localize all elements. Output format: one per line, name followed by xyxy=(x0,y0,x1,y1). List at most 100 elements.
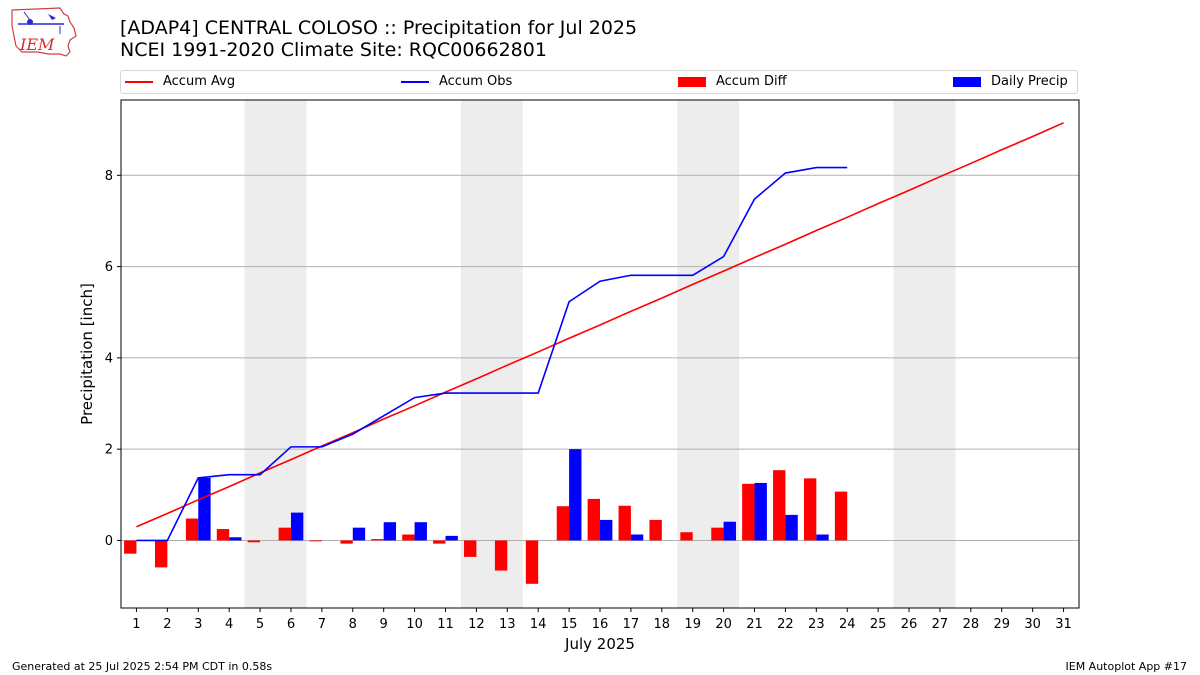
y-tick-label: 6 xyxy=(105,260,113,275)
accum-diff-bar xyxy=(124,540,137,554)
x-tick-label: 18 xyxy=(654,617,671,632)
generated-timestamp: Generated at 25 Jul 2025 2:54 PM CDT in … xyxy=(12,660,273,673)
x-tick-label: 1 xyxy=(132,617,140,632)
x-tick-label: 24 xyxy=(839,617,856,632)
daily-precip-bar xyxy=(198,477,211,541)
x-tick-label: 28 xyxy=(963,617,980,632)
x-tick-label: 2 xyxy=(163,617,171,632)
daily-precip-bar xyxy=(816,534,829,541)
accum-avg-line xyxy=(136,122,1064,528)
accum-diff-bar xyxy=(464,540,477,557)
daily-precip-bar xyxy=(445,535,458,541)
daily-precip-bar xyxy=(290,512,304,541)
x-tick-label: 29 xyxy=(993,617,1010,632)
daily-precip-bar xyxy=(383,522,397,541)
x-tick-label: 11 xyxy=(437,617,454,632)
x-tick-label: 9 xyxy=(380,617,388,632)
x-tick-label: 7 xyxy=(318,617,326,632)
y-tick-label: 0 xyxy=(105,534,113,549)
daily-precip-bar xyxy=(723,521,736,541)
x-tick-label: 5 xyxy=(256,617,264,632)
daily-precip-bar xyxy=(352,527,366,541)
x-tick-label: 19 xyxy=(684,617,701,632)
logo-text: IEM xyxy=(19,35,55,54)
x-tick-label: 31 xyxy=(1055,617,1072,632)
accum-diff-bar xyxy=(494,540,508,571)
legend-label-accum-avg: Accum Avg xyxy=(163,74,236,89)
legend-swatch-accum-avg xyxy=(125,80,153,83)
x-tick-label: 12 xyxy=(468,617,485,632)
accum-diff-bar xyxy=(834,491,848,541)
legend-label-daily-precip: Daily Precip xyxy=(991,74,1068,89)
y-tick-label: 8 xyxy=(105,169,113,184)
accum-diff-bar xyxy=(216,529,230,541)
legend-swatch-accum-obs xyxy=(401,80,429,83)
legend-item-accum-diff: Accum Diff xyxy=(678,73,787,91)
accum-diff-bar xyxy=(773,470,786,541)
title-line-2: NCEI 1991-2020 Climate Site: RQC00662801 xyxy=(120,39,547,61)
x-tick-label: 25 xyxy=(870,617,887,632)
weekend-band xyxy=(893,100,956,608)
accum-diff-bar xyxy=(247,540,261,543)
x-tick-label: 8 xyxy=(349,617,357,632)
daily-precip-bar xyxy=(754,482,767,541)
accum-diff-bar xyxy=(742,483,755,541)
accum-diff-bar xyxy=(402,534,415,541)
weekend-band xyxy=(460,100,523,608)
accum-diff-bar xyxy=(371,539,384,541)
daily-precip-bar xyxy=(600,519,613,541)
legend-item-accum-avg: Accum Avg xyxy=(125,73,235,91)
accum-diff-bar xyxy=(649,519,662,541)
x-tick-label: 30 xyxy=(1024,617,1041,632)
accum-diff-bar xyxy=(587,498,600,541)
legend-swatch-accum-diff xyxy=(678,76,706,87)
legend-label-accum-obs: Accum Obs xyxy=(439,74,513,89)
x-tick-label: 21 xyxy=(746,617,763,632)
accum-diff-bar xyxy=(154,540,168,568)
accum-diff-bar xyxy=(185,518,199,541)
accum-diff-bar xyxy=(278,527,291,541)
daily-precip-bar xyxy=(414,522,427,541)
app-label: IEM Autoplot App #17 xyxy=(1065,660,1188,673)
y-axis-label: Precipitation [inch] xyxy=(78,283,96,425)
accum-diff-bar xyxy=(618,505,631,541)
accum-diff-bar xyxy=(433,540,446,544)
accum-diff-bar xyxy=(680,532,693,541)
x-tick-label: 22 xyxy=(777,617,794,632)
x-tick-label: 16 xyxy=(592,617,609,632)
chart-legend: Accum Avg Accum Obs Accum Diff Daily Pre… xyxy=(120,70,1078,94)
y-tick-label: 2 xyxy=(105,443,113,458)
x-tick-label: 4 xyxy=(225,617,233,632)
legend-item-accum-obs: Accum Obs xyxy=(401,73,512,91)
accum-diff-bar xyxy=(711,527,724,541)
accum-diff-bar xyxy=(525,540,539,584)
x-tick-label: 20 xyxy=(715,617,732,632)
title-line-1: [ADAP4] CENTRAL COLOSO :: Precipitation … xyxy=(120,17,638,39)
daily-precip-bar xyxy=(630,534,644,541)
x-tick-label: 6 xyxy=(287,617,295,632)
legend-swatch-daily-precip xyxy=(953,76,981,87)
x-tick-label: 10 xyxy=(406,617,423,632)
accum-diff-bar xyxy=(556,506,570,541)
iem-logo-graphic: IEM xyxy=(11,7,77,57)
daily-precip-bar xyxy=(229,537,242,541)
daily-precip-bar xyxy=(569,449,582,541)
accum-diff-bar xyxy=(309,540,322,542)
daily-precip-bar xyxy=(785,514,798,541)
x-tick-label: 14 xyxy=(530,617,547,632)
x-tick-label: 26 xyxy=(901,617,918,632)
accum-diff-bar xyxy=(340,540,353,544)
chart-title: [ADAP4] CENTRAL COLOSO :: Precipitation … xyxy=(120,17,637,61)
x-tick-label: 17 xyxy=(623,617,640,632)
x-tick-label: 13 xyxy=(499,617,516,632)
x-tick-label: 3 xyxy=(194,617,202,632)
x-tick-label: 15 xyxy=(561,617,578,632)
iem-logo: IEM xyxy=(8,6,82,60)
x-tick-label: 27 xyxy=(932,617,949,632)
accum-diff-bar xyxy=(803,478,817,541)
accum-obs-line xyxy=(136,166,848,542)
legend-label-accum-diff: Accum Diff xyxy=(716,74,787,89)
x-axis-label: July 2025 xyxy=(564,635,635,653)
x-tick-label: 23 xyxy=(808,617,825,632)
